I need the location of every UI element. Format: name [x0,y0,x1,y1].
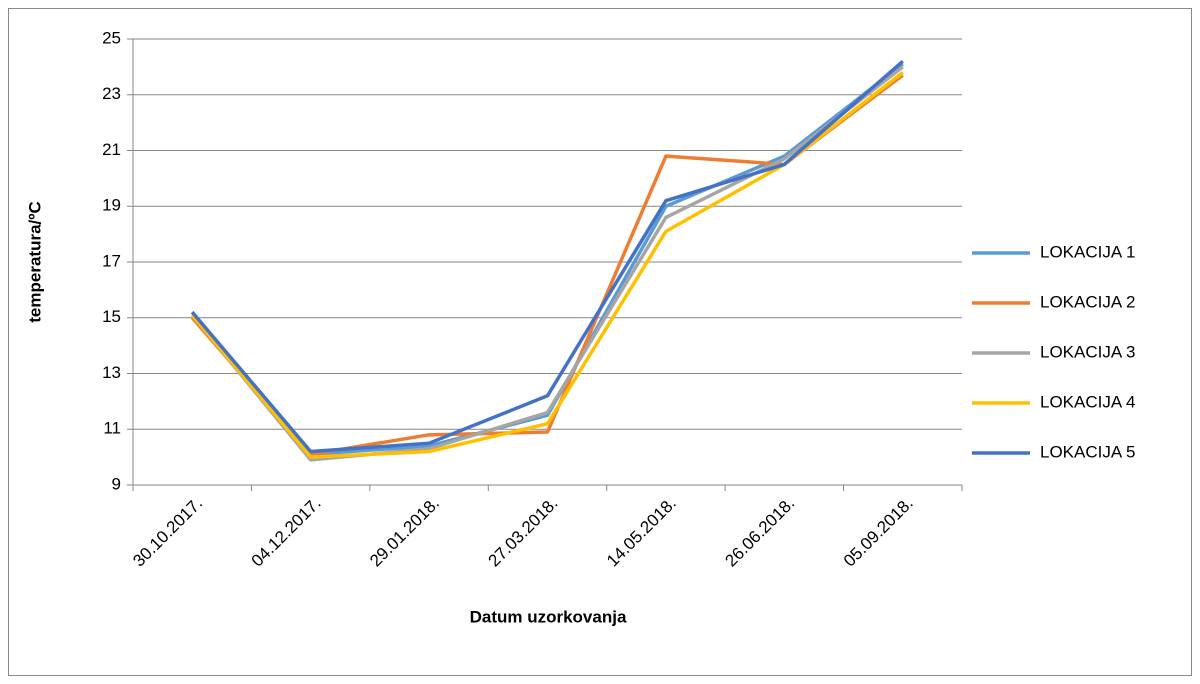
x-axis-title: Datum uzorkovanja [470,607,627,626]
y-tick-label: 11 [103,419,121,438]
legend-label: LOKACIJA 5 [1040,442,1135,461]
line-series [190,65,904,462]
y-tick-label: 21 [102,140,121,159]
y-tick-label: 13 [102,363,121,382]
legend-label: LOKACIJA 1 [1040,242,1135,261]
legend-label: LOKACIJA 2 [1040,292,1135,311]
chart-border [8,8,1192,676]
line-series [190,59,904,454]
y-axis-title: temperatura/ºC [25,201,44,322]
y-tick-label: 15 [102,307,121,326]
legend-label: LOKACIJA 4 [1040,392,1135,411]
y-tick-label: 17 [102,251,121,270]
legend-label: LOKACIJA 3 [1040,342,1135,361]
y-tick-label: 23 [102,84,121,103]
y-tick-label: 9 [112,474,121,493]
y-tick-label: 19 [102,196,121,215]
y-tick-label: 25 [102,28,121,47]
